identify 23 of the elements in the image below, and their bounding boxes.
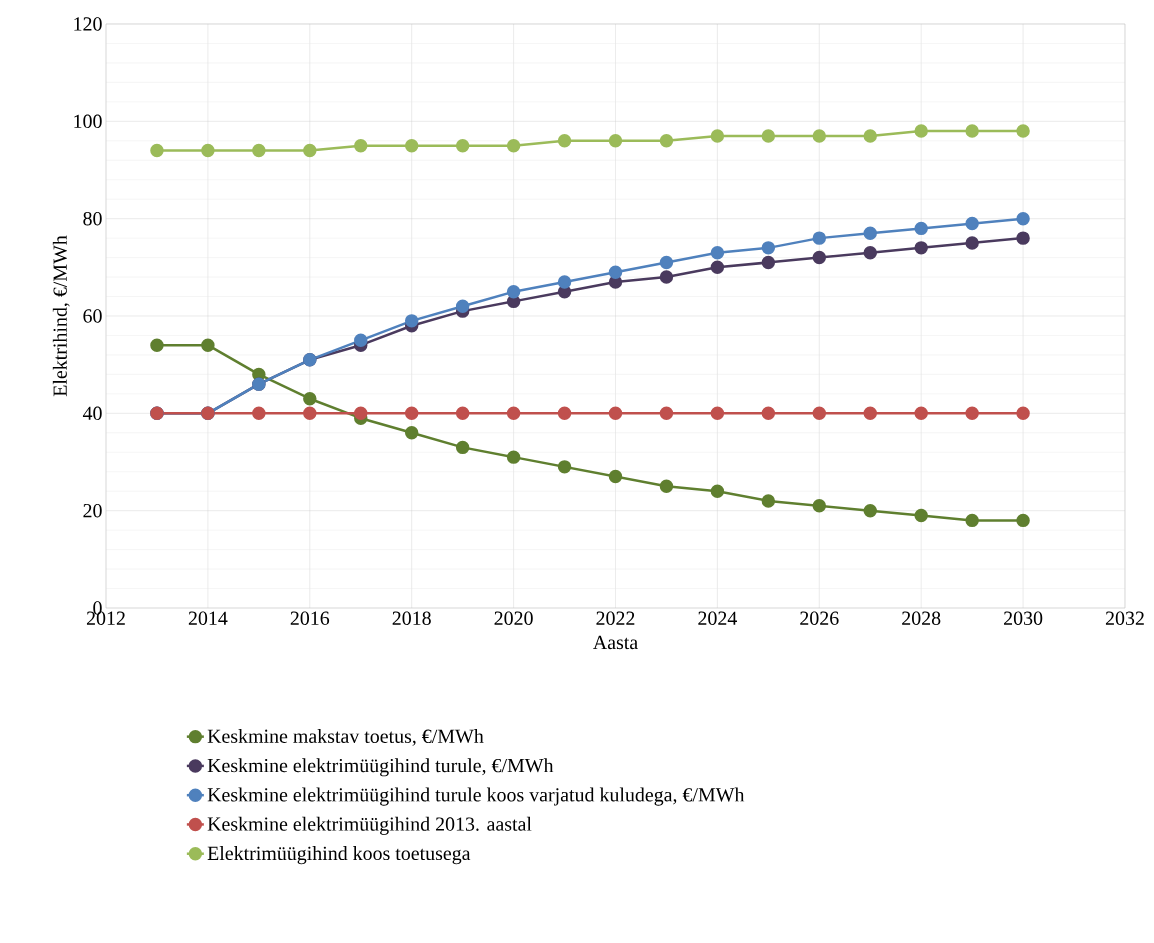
x-tick-label: 2018 <box>392 611 431 625</box>
x-tick-label: 2022 <box>596 611 635 625</box>
legend-label: Keskmine elektrimüügihind turule, €/MWh <box>207 758 554 777</box>
x-tick-label: 2020 <box>494 611 533 625</box>
x-tick-label: 2026 <box>800 611 839 625</box>
legend-label: Keskmine makstav toetus, €/MWh <box>207 728 484 746</box>
y-axis-title: Elektrihind, €/MWh <box>52 235 70 397</box>
y-tick-label: 40 <box>82 406 102 421</box>
legend-label: Keskmine elektrimüügihind 2013. aastal <box>207 816 532 835</box>
x-tick-label: 2030 <box>1004 611 1043 625</box>
legend-label: Keskmine elektrimüügihind turule koos varjatud kuludega, €/MWh <box>207 787 745 806</box>
y-tick-label: 80 <box>83 211 102 226</box>
x-tick-label: 2032 <box>1105 611 1144 625</box>
legend-label: Elektrimüügihind koos toetusega <box>207 846 471 865</box>
y-tick-label: 60 <box>83 309 102 323</box>
x-tick-label: 2016 <box>290 611 330 625</box>
x-tick-label: 2024 <box>698 611 738 625</box>
x-tick-label: 2014 <box>188 611 228 625</box>
x-tick-label: 2028 <box>902 611 941 625</box>
y-tick-label: 20 <box>83 503 102 518</box>
y-tick-label: 100 <box>74 114 102 129</box>
y-tick-label: 120 <box>74 17 102 31</box>
x-axis-title: Aasta <box>593 635 638 650</box>
